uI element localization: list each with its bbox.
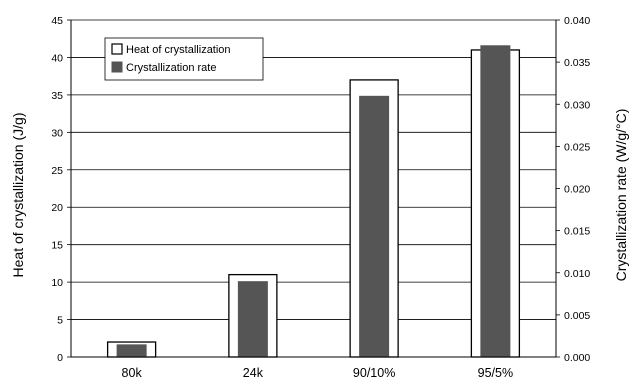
left-tick-label: 5 [57, 315, 63, 327]
left-tick-label: 30 [51, 127, 63, 139]
gridlines [71, 19, 556, 320]
right-tick-label: 0.010 [564, 268, 590, 280]
right-axis-title: Crystallization rate (W/g/°C) [613, 109, 629, 282]
left-tick-label: 25 [51, 165, 63, 177]
bar-rate-24k [237, 281, 268, 357]
left-tick-label: 10 [51, 277, 63, 289]
bars [106, 45, 521, 358]
right-axis-ticks: 0.000 0.005 0.010 0.015 0.020 0.025 0.030 0.035… [556, 15, 590, 364]
category-label: 24k [243, 366, 264, 380]
bar-rate-90/10% [359, 95, 390, 357]
left-tick-label: 0 [57, 352, 63, 364]
legend-swatch-heat [111, 43, 123, 55]
left-tick-label: 15 [51, 240, 63, 252]
legend-label-heat: Heat of crystallization [126, 44, 231, 56]
left-tick-label: 45 [51, 15, 63, 27]
category-label: 90/10% [353, 366, 395, 380]
category-label: 80k [122, 366, 143, 380]
right-tick-label: 0.030 [564, 99, 590, 111]
legend-label-rate: Crystallization rate [126, 62, 216, 74]
legend-box [104, 37, 264, 81]
left-axis-ticks: 0 5 10 15 20 25 30 35 40 45 [51, 15, 71, 364]
category-label: 95/5% [478, 366, 513, 380]
right-tick-label: 0.015 [564, 226, 590, 238]
category-labels: 80k 24k 90/10% 95/5% [122, 366, 514, 380]
right-tick-label: 0.020 [564, 184, 590, 196]
right-tick-label: 0.040 [564, 15, 590, 27]
right-tick-label: 0.035 [564, 57, 590, 69]
right-tick-label: 0.005 [564, 310, 590, 322]
legend-swatch-rate [111, 61, 123, 73]
right-tick-label: 0.000 [564, 352, 590, 364]
left-tick-label: 35 [51, 90, 63, 102]
left-axis-title: Heat of crystallization (J/g) [10, 113, 26, 278]
legend: Heat of crystallization Crystallization … [104, 37, 264, 81]
left-tick-label: 40 [51, 52, 63, 64]
bar-rate-95/5% [480, 45, 511, 358]
bar-rate-80k [116, 344, 147, 357]
right-tick-label: 0.025 [564, 141, 590, 153]
left-tick-label: 20 [51, 202, 63, 214]
